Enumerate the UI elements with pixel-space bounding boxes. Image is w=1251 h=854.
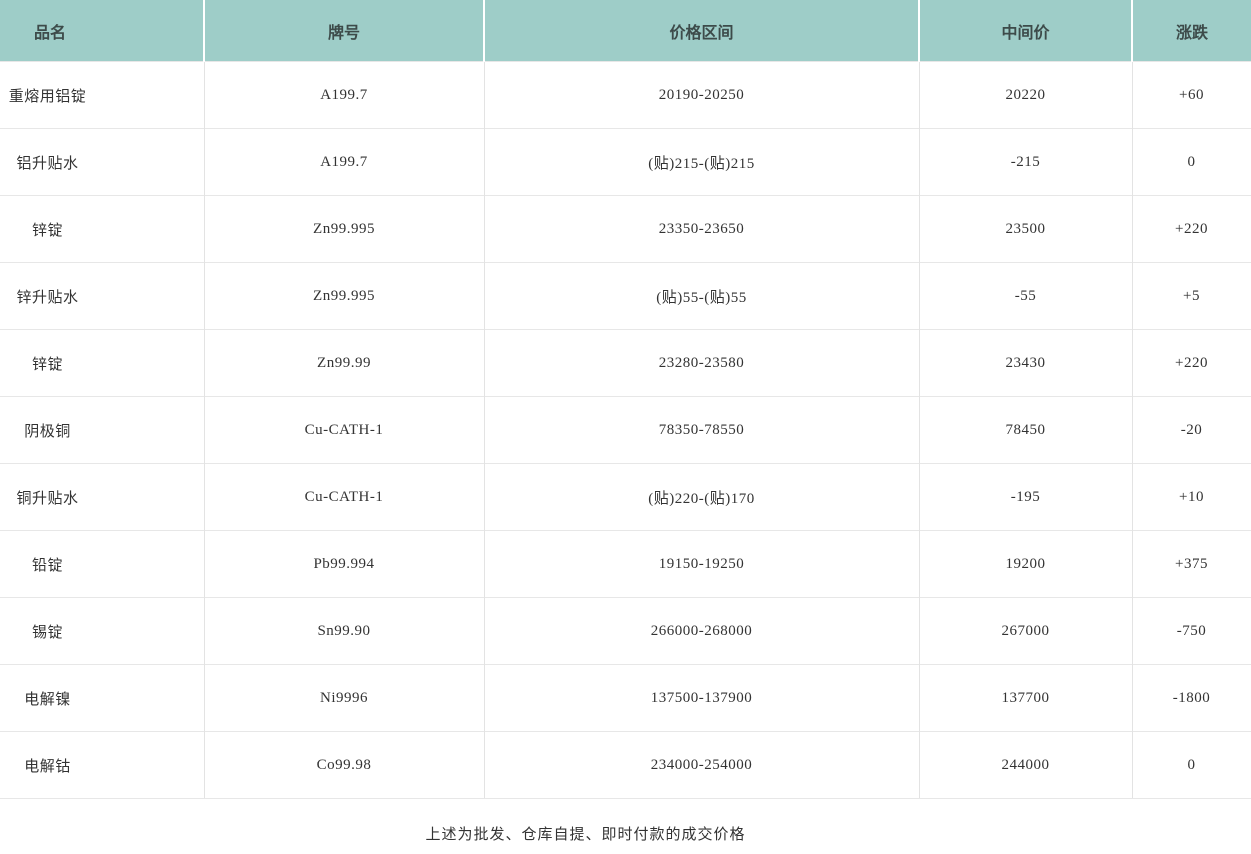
cell-mid-price: -195 [919,463,1133,531]
cell-name: 铜升贴水 [0,463,205,531]
table-row: 阴极铜 Cu-CATH-1 78350-78550 78450 -20 [0,396,1251,464]
cell-name: 锌升贴水 [0,262,205,330]
table-row: 重熔用铝锭 A199.7 20190-20250 20220 +60 [0,61,1251,129]
cell-mid-price: 23430 [919,329,1133,397]
cell-mid-price: 78450 [919,396,1133,464]
cell-grade: Co99.98 [204,731,485,799]
table-row: 锌锭 Zn99.995 23350-23650 23500 +220 [0,195,1251,263]
column-header-price-range: 价格区间 [484,0,920,62]
table-row: 电解镍 Ni9996 137500-137900 137700 -1800 [0,664,1251,732]
table-row: 铜升贴水 Cu-CATH-1 (贴)220-(贴)170 -195 +10 [0,463,1251,531]
cell-change: +60 [1132,61,1251,129]
cell-grade: Sn99.90 [204,597,485,665]
table-row: 锌锭 Zn99.99 23280-23580 23430 +220 [0,329,1251,397]
cell-change: -20 [1132,396,1251,464]
cell-grade: Zn99.995 [204,262,485,330]
cell-name: 电解钴 [0,731,205,799]
cell-name: 铝升贴水 [0,128,205,196]
cell-price-range: 19150-19250 [484,530,920,598]
cell-name: 重熔用铝锭 [0,61,205,129]
metal-price-table: 品名 牌号 价格区间 中间价 涨跌 重熔用铝锭 A199.7 20190-202… [0,0,1251,799]
cell-name: 电解镍 [0,664,205,732]
cell-change: -750 [1132,597,1251,665]
table-header-row: 品名 牌号 价格区间 中间价 涨跌 [0,0,1251,62]
cell-change: 0 [1132,128,1251,196]
column-header-grade: 牌号 [204,0,485,62]
table-row: 铝升贴水 A199.7 (贴)215-(贴)215 -215 0 [0,128,1251,196]
cell-change: +220 [1132,329,1251,397]
cell-change: +375 [1132,530,1251,598]
column-header-name: 品名 [0,0,205,62]
cell-mid-price: 23500 [919,195,1133,263]
cell-grade: A199.7 [204,128,485,196]
cell-grade: Pb99.994 [204,530,485,598]
cell-change: -1800 [1132,664,1251,732]
cell-change: +220 [1132,195,1251,263]
cell-mid-price: 267000 [919,597,1133,665]
cell-price-range: (贴)215-(贴)215 [484,128,920,196]
cell-change: +10 [1132,463,1251,531]
cell-name: 锡锭 [0,597,205,665]
column-header-mid-price: 中间价 [919,0,1133,62]
cell-mid-price: 19200 [919,530,1133,598]
cell-price-range: (贴)220-(贴)170 [484,463,920,531]
cell-mid-price: 137700 [919,664,1133,732]
cell-mid-price: 20220 [919,61,1133,129]
cell-price-range: 20190-20250 [484,61,920,129]
cell-grade: Zn99.995 [204,195,485,263]
cell-price-range: (贴)55-(贴)55 [484,262,920,330]
column-header-change: 涨跌 [1132,0,1251,62]
cell-grade: A199.7 [204,61,485,129]
cell-grade: Cu-CATH-1 [204,396,485,464]
cell-name: 锌锭 [0,195,205,263]
cell-mid-price: 244000 [919,731,1133,799]
table-row: 铅锭 Pb99.994 19150-19250 19200 +375 [0,530,1251,598]
table-row: 锡锭 Sn99.90 266000-268000 267000 -750 [0,597,1251,665]
cell-mid-price: -215 [919,128,1133,196]
cell-price-range: 23280-23580 [484,329,920,397]
column-header-name-label: 品名 [33,24,66,42]
cell-change: +5 [1132,262,1251,330]
cell-price-range: 137500-137900 [484,664,920,732]
cell-grade: Cu-CATH-1 [204,463,485,531]
cell-price-range: 78350-78550 [484,396,920,464]
cell-price-range: 234000-254000 [484,731,920,799]
table-row: 电解钴 Co99.98 234000-254000 244000 0 [0,731,1251,799]
footer-note: 上述为批发、仓库自提、即时付款的成交价格 [425,827,746,843]
table-row: 锌升贴水 Zn99.995 (贴)55-(贴)55 -55 +5 [0,262,1251,330]
cell-name: 阴极铜 [0,396,205,464]
cell-mid-price: -55 [919,262,1133,330]
cell-price-range: 23350-23650 [484,195,920,263]
cell-grade: Ni9996 [204,664,485,732]
cell-grade: Zn99.99 [204,329,485,397]
cell-name: 锌锭 [0,329,205,397]
cell-change: 0 [1132,731,1251,799]
footer-note-container: 上述为批发、仓库自提、即时付款的成交价格 [0,799,1251,844]
cell-price-range: 266000-268000 [484,597,920,665]
cell-name: 铅锭 [0,530,205,598]
